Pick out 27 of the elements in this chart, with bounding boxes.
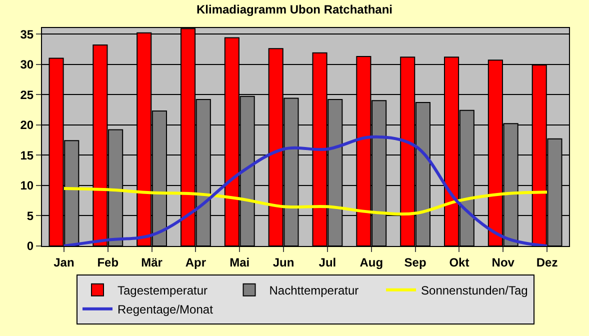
line-series: [62, 186, 549, 216]
legend-label: Tagestemperatur: [118, 284, 208, 298]
legend-label: Regentage/Monat: [118, 302, 214, 317]
x-tick-label: Apr: [185, 255, 206, 270]
x-tick-label: Feb: [97, 255, 119, 270]
legend-label: Nachttemperatur: [269, 284, 359, 298]
y-tick-label: 5: [26, 208, 34, 223]
x-tick-label: Aug: [360, 255, 384, 270]
y-tick-label: 10: [20, 178, 34, 193]
legend-label: Sonnenstunden/Tag: [421, 284, 528, 298]
x-tick-label: Sep: [404, 255, 426, 270]
y-tick-label: 15: [20, 148, 34, 162]
y-tick-label: 35: [20, 27, 34, 42]
x-tick-label: Nov: [492, 255, 515, 270]
x-tick-label: Mai: [230, 255, 250, 270]
x-tick-label: Jan: [54, 255, 74, 270]
y-tick-label: 30: [20, 58, 34, 72]
y-tick-label: 25: [20, 88, 34, 102]
y-tick-label: 0: [26, 239, 34, 254]
x-tick-label: Jul: [318, 255, 336, 270]
line-series: [62, 135, 549, 246]
x-tick-label: Dez: [536, 255, 558, 270]
x-tick-label: Mär: [141, 255, 163, 270]
chart-title: Klimadiagramm Ubon Ratchathani: [196, 2, 393, 16]
x-tick-label: Jun: [272, 255, 294, 270]
x-tick-label: Okt: [449, 255, 470, 270]
y-tick-label: 20: [20, 118, 34, 132]
